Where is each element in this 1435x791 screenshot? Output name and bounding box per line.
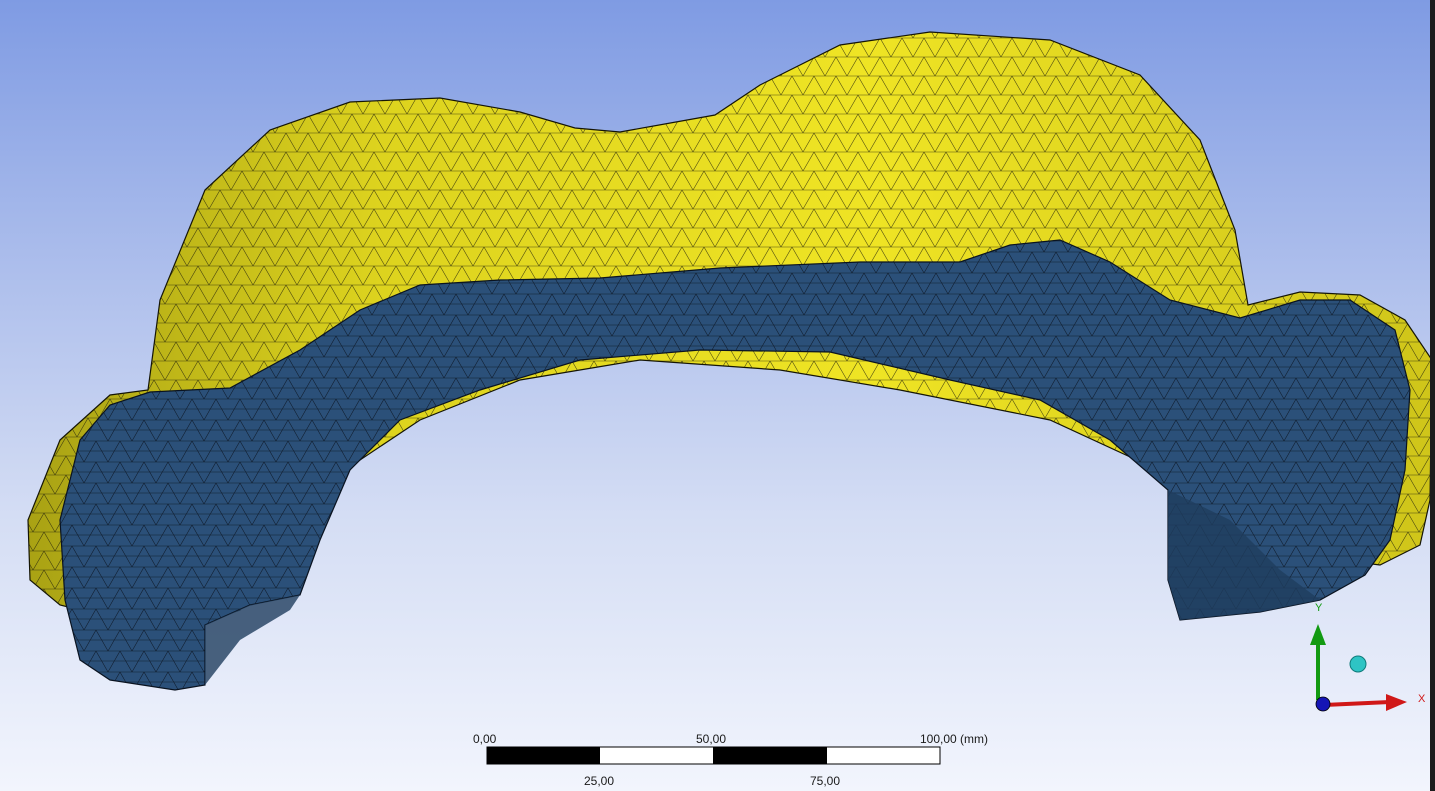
z-axis-origin (1315, 696, 1331, 712)
scale-segment-3 (713, 747, 827, 764)
x-axis-arrow (1386, 694, 1407, 711)
isometric-view-ball (1349, 655, 1367, 673)
x-axis-label: X (1418, 693, 1426, 705)
x-axis-line (1323, 700, 1391, 707)
scale-label-50: 50,00 (696, 732, 726, 746)
viewport-border (1430, 0, 1435, 791)
scale-label-25: 25,00 (584, 774, 614, 788)
y-axis-label: Y (1315, 602, 1323, 614)
scale-label-75: 75,00 (810, 774, 840, 788)
scale-segment-1 (487, 747, 600, 764)
scale-label-100: 100,00 (mm) (920, 732, 988, 746)
y-axis-arrow (1310, 624, 1326, 645)
scale-label-0: 0,00 (473, 732, 497, 746)
